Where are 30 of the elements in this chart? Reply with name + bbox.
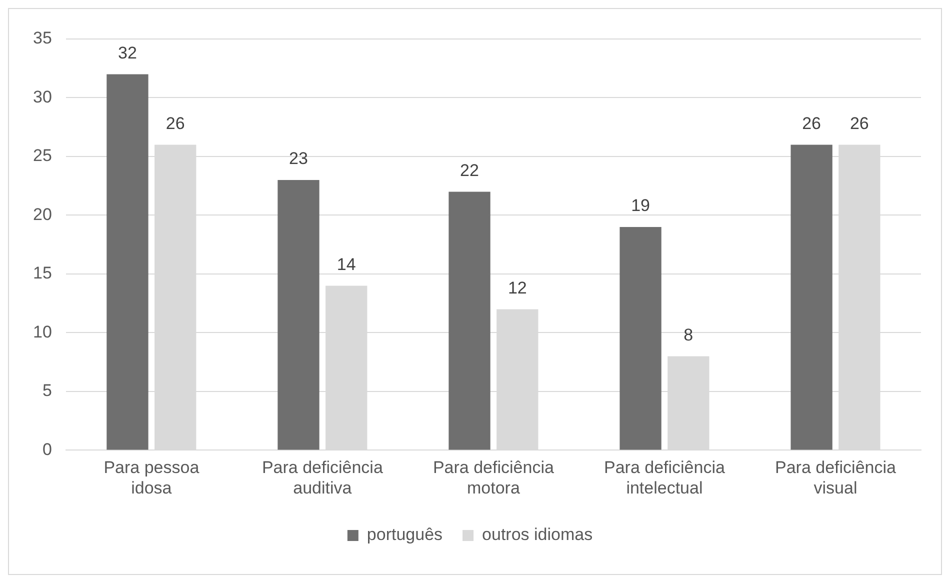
bar: [790, 144, 832, 450]
x-tick-label: Para deficiência intelectual: [604, 458, 726, 498]
y-tick-label: 25: [32, 146, 52, 166]
x-tick-label: Para deficiência visual: [775, 458, 897, 498]
data-label: 23: [289, 149, 308, 168]
data-label: 19: [631, 196, 650, 216]
x-tick-label: Para deficiência auditiva: [262, 458, 384, 498]
data-label: 14: [336, 254, 356, 274]
data-label: 32: [118, 43, 137, 62]
y-tick-label: 10: [32, 322, 52, 342]
data-label: 12: [508, 278, 527, 298]
y-tick-label: 0: [42, 440, 52, 459]
legend-label: português: [366, 525, 443, 544]
y-tick-label: 15: [32, 264, 52, 283]
data-label: 22: [460, 160, 479, 180]
y-tick-label: 20: [32, 204, 52, 224]
legend-label: outros idiomas: [482, 525, 593, 544]
data-label: 8: [684, 325, 694, 344]
data-label: 26: [166, 114, 185, 133]
data-label: 26: [850, 114, 869, 133]
data-label: 26: [802, 114, 822, 133]
y-tick-label: 35: [32, 28, 52, 48]
y-tick-label: 5: [42, 381, 52, 400]
bar: [106, 74, 148, 450]
x-tick-label: Para deficiência motora: [432, 458, 554, 498]
bar: [278, 180, 320, 450]
x-tick-label: Para pessoa idosa: [104, 458, 200, 498]
bar: [620, 226, 662, 450]
bar: [448, 192, 490, 450]
y-tick-label: 30: [32, 87, 52, 106]
